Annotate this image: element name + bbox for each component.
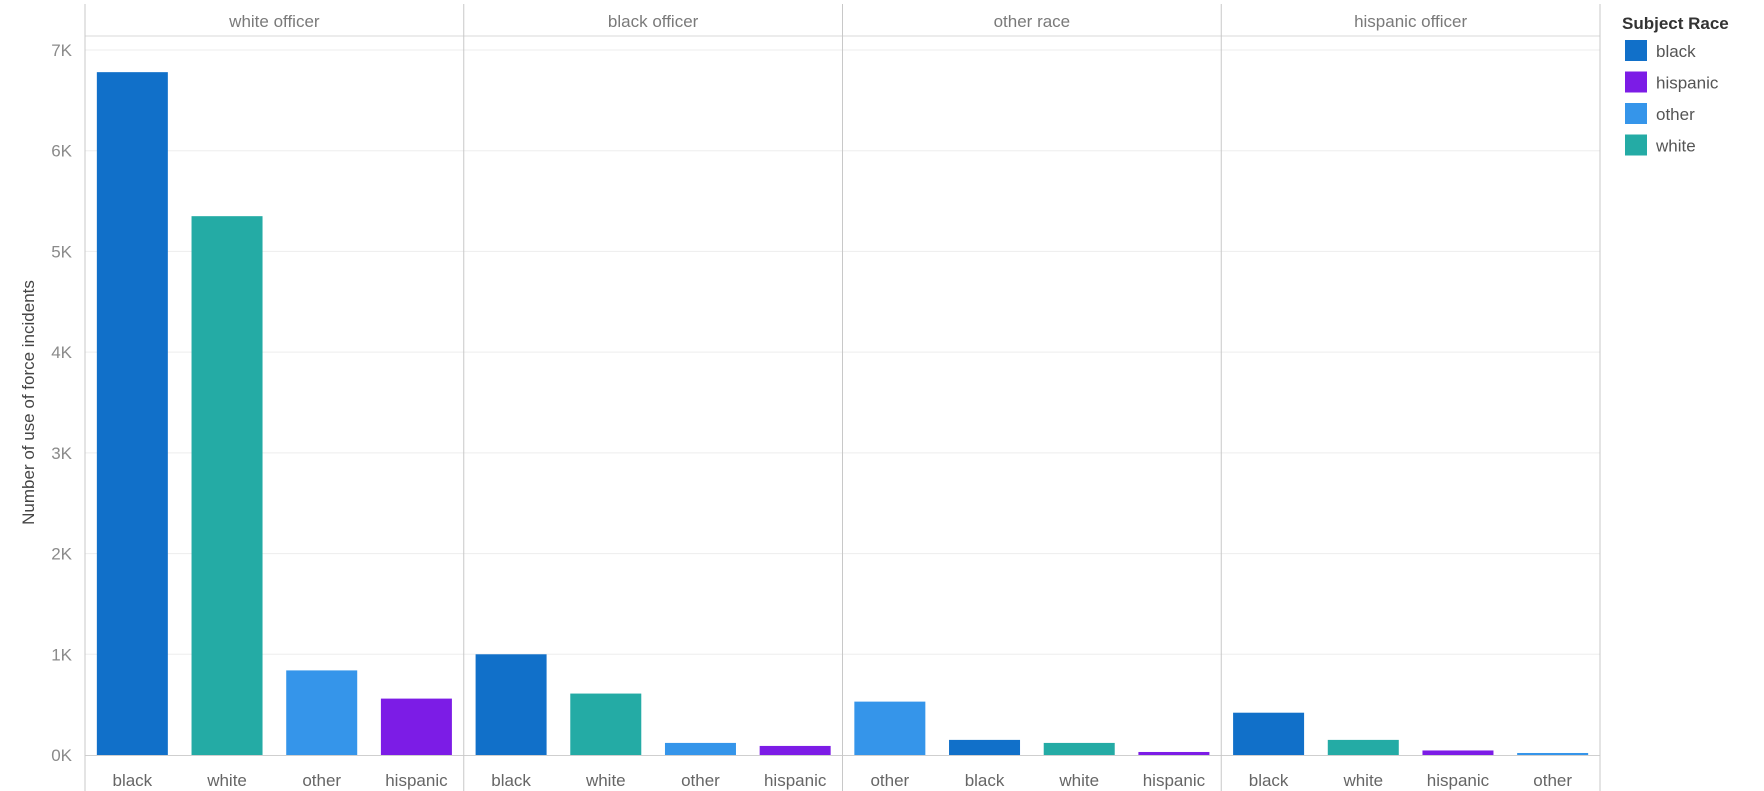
bar-black[interactable] — [475, 654, 547, 755]
y-tick-label: 1K — [51, 645, 72, 664]
legend-label-other: other — [1656, 105, 1695, 124]
bar-black[interactable] — [1233, 712, 1305, 755]
legend-swatch-black — [1625, 40, 1647, 61]
legend-label-hispanic: hispanic — [1656, 74, 1719, 93]
bar-hispanic[interactable] — [1138, 751, 1210, 755]
bar-black[interactable] — [96, 72, 168, 755]
bar-white[interactable] — [1043, 742, 1115, 755]
y-tick-label: 6K — [51, 142, 72, 161]
legend-label-black: black — [1656, 42, 1696, 61]
y-tick-label: 5K — [51, 242, 72, 261]
x-category-label: other — [1533, 771, 1572, 790]
y-tick-label: 3K — [51, 444, 72, 463]
bar-other[interactable] — [1517, 752, 1589, 755]
x-category-label: other — [302, 771, 341, 790]
bar-hispanic[interactable] — [380, 698, 452, 755]
x-category-label: black — [965, 771, 1005, 790]
x-category-label: black — [491, 771, 531, 790]
x-category-label: hispanic — [764, 771, 827, 790]
x-category-label: white — [1058, 771, 1099, 790]
legend-title: Subject Race — [1622, 14, 1729, 33]
bar-white[interactable] — [191, 216, 263, 755]
x-category-label: white — [585, 771, 626, 790]
y-tick-label: 7K — [51, 41, 72, 60]
x-category-label: black — [113, 771, 153, 790]
bar-black[interactable] — [949, 739, 1021, 755]
facet-title: white officer — [228, 12, 320, 31]
x-category-label: hispanic — [1143, 771, 1206, 790]
y-tick-label: 4K — [51, 343, 72, 362]
bar-other[interactable] — [286, 670, 358, 755]
legend-swatch-other — [1625, 103, 1647, 124]
x-category-label: white — [1342, 771, 1383, 790]
labels: 0K 1K 2K 3K 4K 5K 6K 7K white officer black white o… — [19, 12, 1572, 790]
x-category-label: other — [681, 771, 720, 790]
bar-other[interactable] — [854, 701, 926, 755]
x-category-label: white — [206, 771, 247, 790]
bar-white[interactable] — [570, 693, 642, 755]
bars — [96, 72, 1589, 755]
legend-swatch-white — [1625, 134, 1647, 156]
y-tick-label: 2K — [51, 545, 72, 564]
x-category-label: other — [870, 771, 909, 790]
legend-label-white: white — [1655, 137, 1696, 156]
facet-title: other race — [994, 12, 1071, 31]
facet-title: black officer — [608, 12, 699, 31]
x-category-label: hispanic — [1427, 771, 1490, 790]
bar-hispanic[interactable] — [759, 745, 831, 755]
x-category-label: hispanic — [385, 771, 448, 790]
facet-title: hispanic officer — [1354, 12, 1467, 31]
legend: Subject Race black hispanic other white — [1622, 14, 1729, 156]
bar-white[interactable] — [1327, 739, 1399, 755]
legend-swatch-hispanic — [1625, 71, 1647, 93]
y-axis-title: Number of use of force incidents — [19, 280, 38, 525]
bar-hispanic[interactable] — [1422, 750, 1494, 755]
y-tick-label: 0K — [51, 746, 72, 765]
bar-other[interactable] — [664, 742, 736, 755]
axes — [84, 4, 1601, 791]
x-category-label: black — [1249, 771, 1289, 790]
